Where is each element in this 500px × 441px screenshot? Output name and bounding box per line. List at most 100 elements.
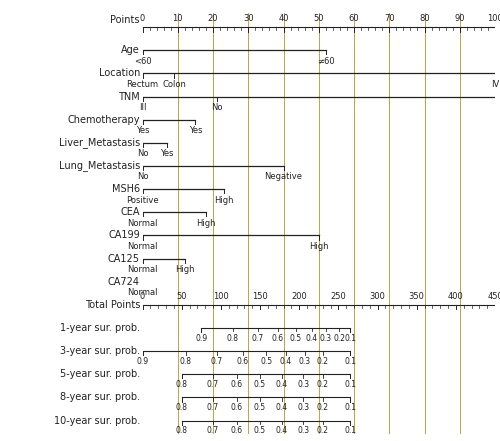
Text: 20: 20 xyxy=(208,14,218,23)
Text: High: High xyxy=(196,219,216,228)
Text: 40: 40 xyxy=(278,14,289,23)
Text: 0.4: 0.4 xyxy=(276,403,288,412)
Text: 0.3: 0.3 xyxy=(297,403,309,412)
Text: 350: 350 xyxy=(408,292,424,301)
Text: Total Points: Total Points xyxy=(84,300,140,310)
Text: 70: 70 xyxy=(384,14,394,23)
Text: 450: 450 xyxy=(487,292,500,301)
Text: 30: 30 xyxy=(243,14,254,23)
Text: 0.7: 0.7 xyxy=(252,334,264,343)
Text: CEA: CEA xyxy=(120,207,140,217)
Text: III: III xyxy=(139,103,146,112)
Text: ≠60: ≠60 xyxy=(317,57,334,66)
Text: Yes: Yes xyxy=(136,126,149,135)
Text: 0.4: 0.4 xyxy=(280,357,292,366)
Text: 0.2: 0.2 xyxy=(316,403,328,412)
Text: Rectum: Rectum xyxy=(126,80,158,89)
Text: 0.7: 0.7 xyxy=(207,403,219,412)
Text: 0.3: 0.3 xyxy=(297,426,309,435)
Text: No: No xyxy=(211,103,222,112)
Text: 0.9: 0.9 xyxy=(136,357,148,366)
Text: 60: 60 xyxy=(348,14,360,23)
Text: 90: 90 xyxy=(454,14,465,23)
Text: 0.8: 0.8 xyxy=(176,403,188,412)
Text: 0.4: 0.4 xyxy=(276,380,288,389)
Text: 0.7: 0.7 xyxy=(211,357,223,366)
Text: Normal: Normal xyxy=(127,265,158,274)
Text: 150: 150 xyxy=(252,292,268,301)
Text: 5-year sur. prob.: 5-year sur. prob. xyxy=(60,369,140,379)
Text: 0.2: 0.2 xyxy=(316,426,328,435)
Text: 50: 50 xyxy=(176,292,187,301)
Text: Yes: Yes xyxy=(188,126,202,135)
Text: 10-year sur. prob.: 10-year sur. prob. xyxy=(54,415,140,426)
Text: 300: 300 xyxy=(370,292,386,301)
Text: 100: 100 xyxy=(487,14,500,23)
Text: 0.8: 0.8 xyxy=(226,334,238,343)
Text: 0.2: 0.2 xyxy=(333,334,345,343)
Text: CA199: CA199 xyxy=(108,230,140,240)
Text: 0.3: 0.3 xyxy=(320,334,332,343)
Text: Normal: Normal xyxy=(127,242,158,251)
Text: 50: 50 xyxy=(314,14,324,23)
Text: Colon: Colon xyxy=(162,80,186,89)
Text: 400: 400 xyxy=(448,292,464,301)
Text: 0.1: 0.1 xyxy=(344,426,356,435)
Text: Liver_Metastasis: Liver_Metastasis xyxy=(58,137,140,148)
Text: 200: 200 xyxy=(292,292,307,301)
Text: 0.1: 0.1 xyxy=(344,357,356,366)
Text: 0.4: 0.4 xyxy=(276,426,288,435)
Text: 10: 10 xyxy=(172,14,183,23)
Text: <60: <60 xyxy=(134,57,152,66)
Text: MSH6: MSH6 xyxy=(112,184,140,194)
Text: High: High xyxy=(214,195,234,205)
Text: 0.6: 0.6 xyxy=(230,380,242,389)
Text: 0.2: 0.2 xyxy=(316,380,328,389)
Text: 0.9: 0.9 xyxy=(195,334,207,343)
Text: 0.5: 0.5 xyxy=(254,426,266,435)
Text: 0.1: 0.1 xyxy=(344,403,356,412)
Text: 0.8: 0.8 xyxy=(176,380,188,389)
Text: Normal: Normal xyxy=(127,219,158,228)
Text: 0.6: 0.6 xyxy=(230,426,242,435)
Text: 0.3: 0.3 xyxy=(297,380,309,389)
Text: 80: 80 xyxy=(419,14,430,23)
Text: 0.1: 0.1 xyxy=(344,334,356,343)
Text: TNM: TNM xyxy=(118,92,140,101)
Text: Negative: Negative xyxy=(264,172,302,181)
Text: High: High xyxy=(309,242,328,251)
Text: 0: 0 xyxy=(140,14,145,23)
Text: Normal: Normal xyxy=(127,288,158,297)
Text: CA724: CA724 xyxy=(108,277,140,287)
Text: Location: Location xyxy=(98,68,140,78)
Text: No: No xyxy=(137,172,148,181)
Text: 0.5: 0.5 xyxy=(290,334,302,343)
Text: Age: Age xyxy=(121,45,140,55)
Text: 0.1: 0.1 xyxy=(344,380,356,389)
Text: 0.3: 0.3 xyxy=(298,357,310,366)
Text: Lung_Metastasis: Lung_Metastasis xyxy=(58,161,140,172)
Text: 0.5: 0.5 xyxy=(254,403,266,412)
Text: Yes: Yes xyxy=(160,149,174,158)
Text: 0: 0 xyxy=(140,292,145,301)
Text: 0.8: 0.8 xyxy=(180,357,192,366)
Text: 250: 250 xyxy=(330,292,346,301)
Text: 0.8: 0.8 xyxy=(176,426,188,435)
Text: CA125: CA125 xyxy=(108,254,140,264)
Text: 0.2: 0.2 xyxy=(316,357,328,366)
Text: IV: IV xyxy=(491,80,499,89)
Text: 0.4: 0.4 xyxy=(306,334,318,343)
Text: Positive: Positive xyxy=(126,195,159,205)
Text: 1-year sur. prob.: 1-year sur. prob. xyxy=(60,323,140,333)
Text: 3-year sur. prob.: 3-year sur. prob. xyxy=(60,346,140,356)
Text: 8-year sur. prob.: 8-year sur. prob. xyxy=(60,392,140,402)
Text: 0.6: 0.6 xyxy=(230,403,242,412)
Text: 0.5: 0.5 xyxy=(260,357,272,366)
Text: 0.7: 0.7 xyxy=(207,380,219,389)
Text: No: No xyxy=(137,149,148,158)
Text: 0.7: 0.7 xyxy=(207,426,219,435)
Text: 0.5: 0.5 xyxy=(254,380,266,389)
Text: 0.6: 0.6 xyxy=(272,334,284,343)
Text: Chemotherapy: Chemotherapy xyxy=(68,115,140,125)
Text: Points: Points xyxy=(110,15,140,25)
